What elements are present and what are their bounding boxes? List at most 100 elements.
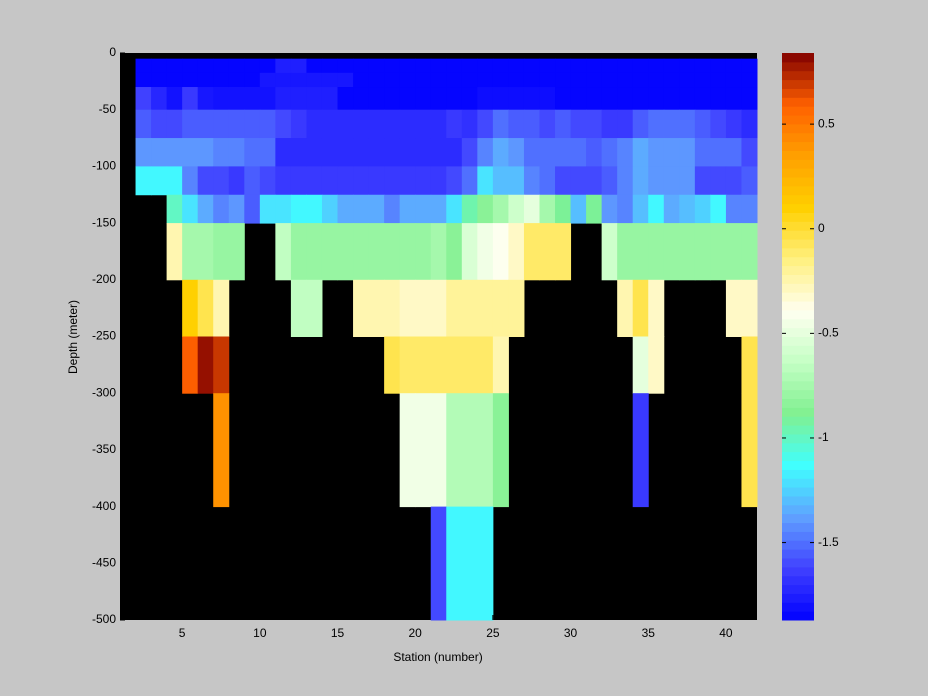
heat-cell <box>259 109 276 139</box>
heat-cell <box>570 58 587 74</box>
heat-cell <box>492 393 509 508</box>
heat-cell <box>725 166 742 196</box>
heat-cell <box>508 87 525 111</box>
heat-cell <box>275 223 292 281</box>
heat-cell <box>508 58 525 74</box>
colorbar-band <box>782 469 814 479</box>
x-tick-label: 30 <box>564 626 578 640</box>
heat-cell <box>166 109 183 139</box>
y-tick-label: -50 <box>99 102 117 116</box>
heat-cell <box>213 279 230 337</box>
heat-cell <box>368 87 385 111</box>
heat-cell <box>197 109 214 139</box>
colorbar-band <box>782 79 814 89</box>
heat-cell <box>694 109 711 139</box>
heat-cell <box>492 87 509 111</box>
heat-cell <box>617 223 634 281</box>
heat-cell <box>632 223 649 281</box>
x-tick-label: 5 <box>179 626 186 640</box>
heat-cell <box>617 87 634 111</box>
heat-cell <box>477 223 494 281</box>
heat-cell <box>182 223 199 281</box>
heat-cell <box>477 138 494 167</box>
heat-cell <box>632 109 649 139</box>
heat-cell <box>306 72 323 88</box>
heat-cell <box>213 194 230 224</box>
heat-cell <box>275 72 292 88</box>
colorbar-band <box>782 292 814 302</box>
heat-cell <box>415 58 432 74</box>
heat-cell <box>694 58 711 74</box>
heat-cell <box>539 109 556 139</box>
heat-cell <box>353 58 370 74</box>
heat-cell <box>679 138 696 167</box>
heat-cell <box>135 109 152 139</box>
heat-cell <box>244 138 261 167</box>
heat-cell <box>166 166 183 196</box>
heat-cell <box>694 87 711 111</box>
heat-cell <box>430 109 447 139</box>
heat-cell <box>492 138 509 167</box>
colorbar-band <box>782 221 814 231</box>
colorbar-band <box>782 212 814 222</box>
heat-cell <box>710 223 727 281</box>
heat-cell <box>290 223 307 281</box>
heat-cell <box>725 109 742 139</box>
heat-cell <box>539 87 556 111</box>
heat-cell <box>259 194 276 224</box>
heat-cell <box>306 194 323 224</box>
colorbar-band <box>782 495 814 506</box>
heat-cell <box>135 72 152 88</box>
colorbar-band <box>782 371 814 382</box>
heat-cell <box>679 109 696 139</box>
heat-cell <box>648 336 665 394</box>
heat-cell <box>710 194 727 224</box>
heat-cell <box>321 87 339 111</box>
colorbar-band <box>782 106 814 116</box>
heat-cell <box>632 87 649 111</box>
colorbar-band <box>782 566 814 577</box>
heat-cell <box>508 109 525 139</box>
heat-cell <box>228 87 245 111</box>
heat-cell <box>166 87 183 111</box>
heat-cell <box>570 194 587 224</box>
heat-cell <box>415 166 432 196</box>
colorbar-band <box>782 389 814 400</box>
colorbar-band <box>782 363 814 373</box>
heat-cell <box>446 194 463 224</box>
heat-cell <box>415 87 432 111</box>
heat-cell <box>523 109 540 139</box>
heat-cell <box>586 138 603 167</box>
heat-cell <box>259 87 276 111</box>
heat-cell <box>446 138 463 167</box>
heat-cell <box>166 58 183 74</box>
heat-cell <box>446 393 463 508</box>
heat-cell <box>663 223 680 281</box>
heat-cell <box>508 166 525 196</box>
heat-cell <box>741 87 758 111</box>
heat-cell <box>741 72 758 88</box>
heat-cell <box>213 72 230 88</box>
heat-cell <box>259 138 276 167</box>
colorbar-band <box>782 611 814 621</box>
heat-cell <box>151 166 168 196</box>
heat-cell <box>213 166 230 196</box>
heat-cell <box>477 393 494 508</box>
heat-cell <box>197 336 214 394</box>
heat-cell <box>492 109 509 139</box>
heat-cell <box>523 194 540 224</box>
heat-cell <box>446 336 463 394</box>
heat-cell <box>648 72 665 88</box>
heat-cell <box>430 166 447 196</box>
heat-cell <box>663 166 680 196</box>
heat-cell <box>197 138 214 167</box>
heat-cell <box>290 166 307 196</box>
colorbar-tick-label: 0 <box>818 221 825 235</box>
heat-cell <box>570 166 587 196</box>
colorbar-band <box>782 442 814 453</box>
colorbar-band <box>782 522 814 532</box>
colorbar-band <box>782 309 814 320</box>
heat-cell <box>492 72 509 88</box>
x-tick-label: 20 <box>409 626 423 640</box>
